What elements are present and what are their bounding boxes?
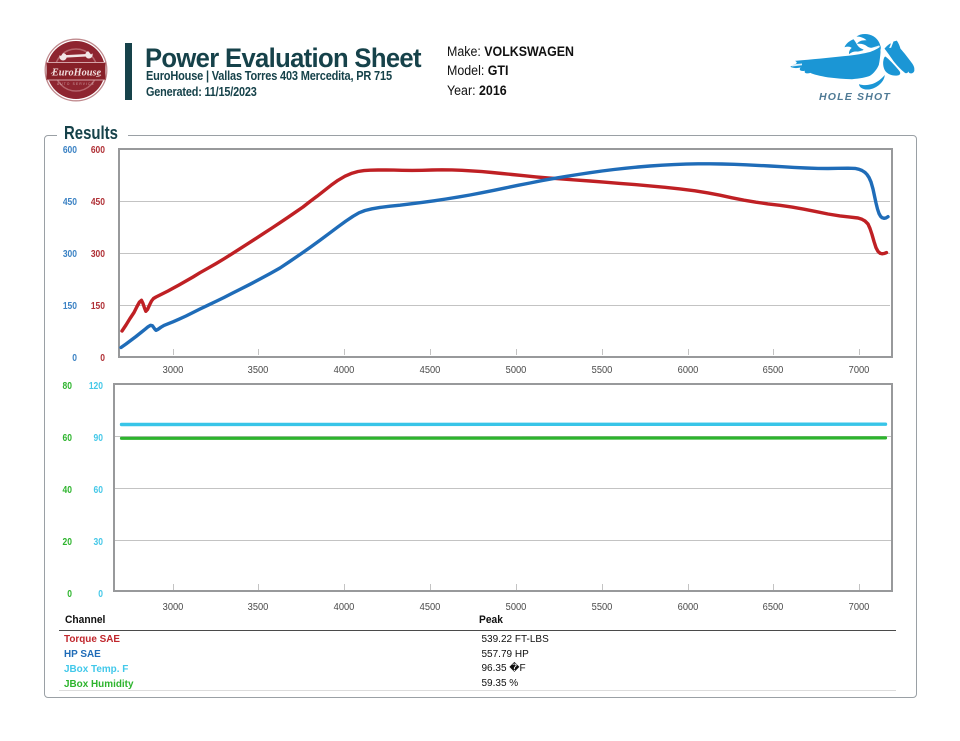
svg-text:AUTO SERVICE: AUTO SERVICE: [57, 82, 95, 86]
svg-text:EuroHouse: EuroHouse: [51, 68, 102, 79]
svg-text:HOLE SHOT: HOLE SHOT: [819, 91, 891, 103]
